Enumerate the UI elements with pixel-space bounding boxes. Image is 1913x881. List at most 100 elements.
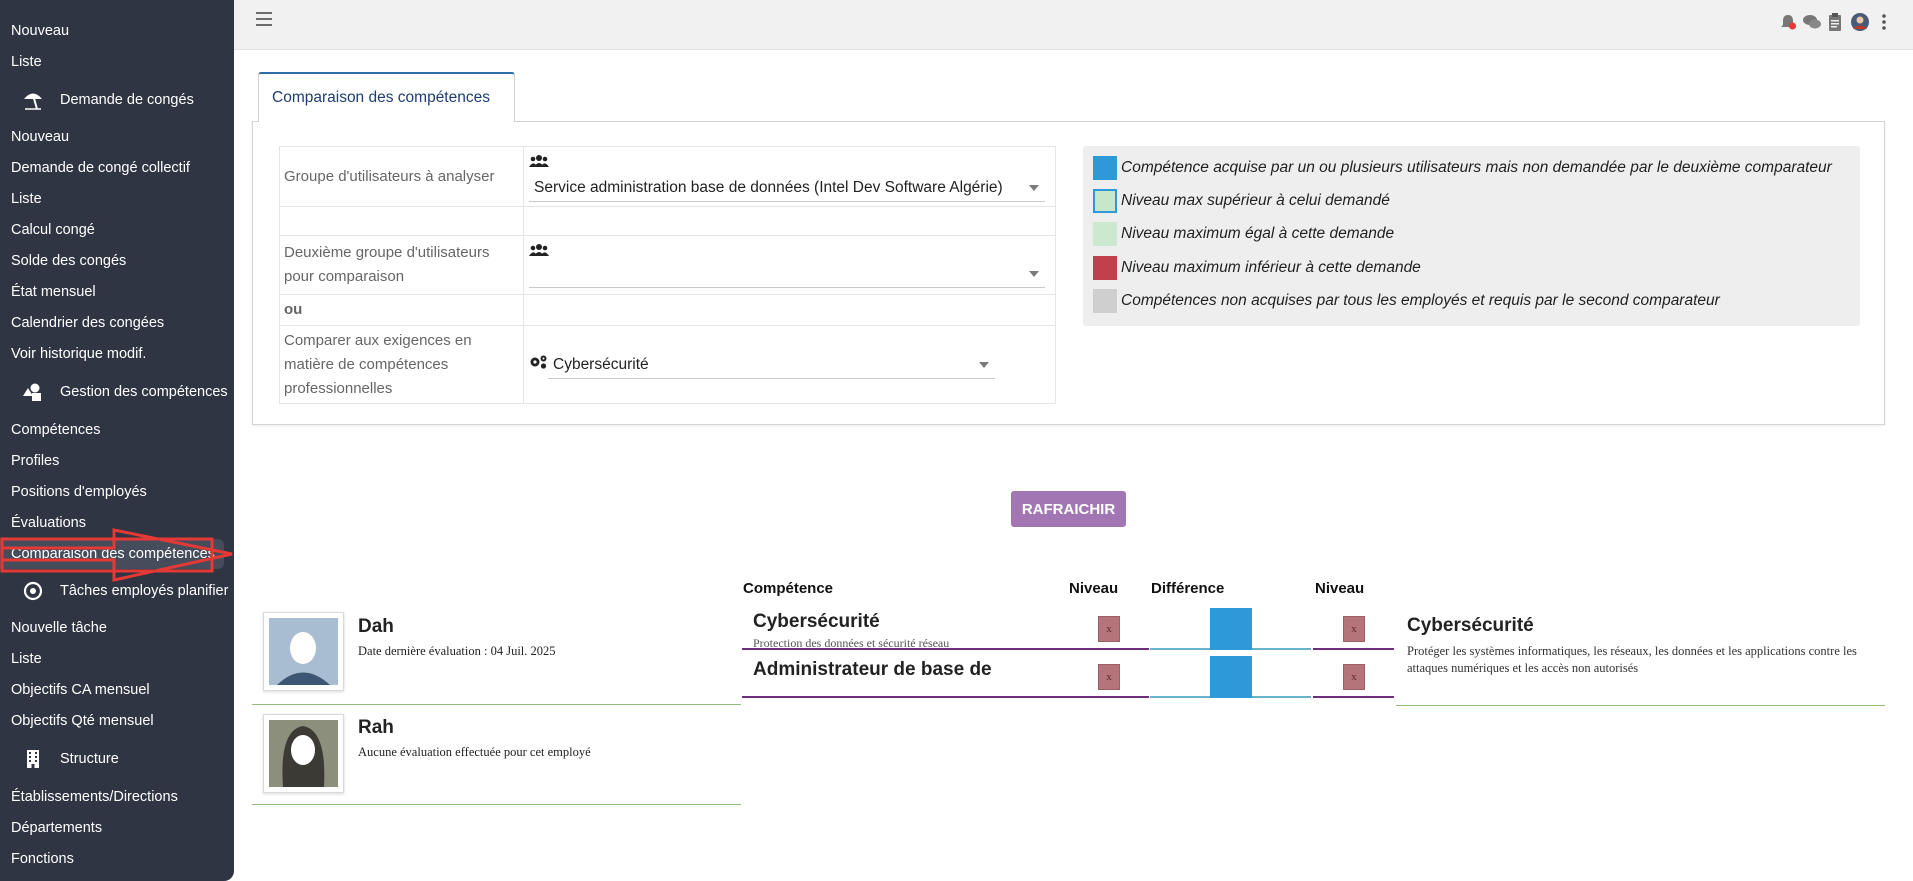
legend-item: Niveau maximum égal à cette demande (1093, 222, 1394, 246)
sidebar-item-new-task[interactable]: Nouvelle tâche (11, 620, 107, 636)
col-header-level-2: Niveau (1315, 580, 1365, 597)
second-group-select[interactable] (529, 260, 1045, 288)
chevron-down-icon (1029, 271, 1039, 277)
employee-photo (263, 714, 344, 793)
sidebar-item-history[interactable]: Voir historique modif. (11, 346, 147, 362)
target-icon (18, 580, 48, 602)
employee-card[interactable]: Dah Date dernière évaluation : 04 Juil. … (252, 604, 741, 705)
legend-text: Niveau max supérieur à celui demandé (1121, 192, 1390, 209)
sidebar-section-tasks[interactable]: Tâches employés planifier (18, 580, 228, 602)
col-header-difference: Différence (1151, 580, 1225, 597)
group-select-value: Service administration base de données (… (534, 178, 1003, 196)
competence-description: Protection des données et sécurité résea… (753, 636, 950, 650)
level-cell: x (1068, 656, 1149, 698)
legend-text: Niveau maximum égal à cette demande (1121, 225, 1395, 242)
sidebar-item-skills[interactable]: Compétences (11, 422, 101, 438)
competence-title: Cybersécurité (753, 611, 880, 632)
building-icon (18, 748, 48, 770)
legend-swatch-red (1093, 256, 1117, 280)
beach-umbrella-icon (18, 89, 48, 111)
required-competence: Cybersécurité Protéger les systèmes info… (1396, 606, 1885, 706)
or-label: ou (279, 294, 524, 326)
difference-cell (1150, 656, 1311, 698)
sidebar-section-leave[interactable]: Demande de congés (18, 89, 194, 111)
difference-indicator (1210, 656, 1252, 698)
user-avatar[interactable] (1850, 12, 1870, 32)
level-mark: x (1098, 616, 1120, 642)
sidebar-item-profiles[interactable]: Profiles (11, 453, 60, 469)
sidebar-section-label: Gestion des compétences (60, 384, 228, 400)
legend-text: Niveau maximum inférieur à cette demande (1121, 259, 1421, 276)
employee-card[interactable]: Rah Aucune évaluation effectuée pour cet… (252, 706, 741, 805)
sidebar-item-leave-balance[interactable]: Solde des congés (11, 253, 127, 269)
chat-icon[interactable] (1802, 12, 1822, 32)
compare-label: Comparer aux exigences en matière de com… (279, 325, 524, 404)
sidebar-item-liste[interactable]: Liste (11, 54, 42, 70)
compare-select-value: Cybersécurité (553, 355, 649, 373)
level-cell: x (1068, 608, 1149, 650)
required-competence-description: Protéger les systèmes informatiques, les… (1407, 644, 1857, 675)
sidebar-item-functions[interactable]: Fonctions (11, 851, 74, 867)
competence-row[interactable]: Cybersécurité Protection des données et … (742, 608, 1068, 650)
hamburger-menu-icon[interactable] (256, 12, 272, 28)
required-competence-title: Cybersécurité (1407, 615, 1534, 636)
more-options-icon[interactable] (1874, 12, 1894, 32)
employee-name: Dah (358, 616, 394, 637)
sidebar-item-evaluations[interactable]: Évaluations (11, 515, 86, 531)
chevron-down-icon (979, 362, 989, 368)
sidebar-item-task-list[interactable]: Liste (11, 651, 42, 667)
legend-text: Compétences non acquises par tous les em… (1121, 292, 1720, 309)
difference-cell (1150, 608, 1311, 650)
competence-row[interactable]: Administrateur de base de (742, 656, 1068, 698)
employee-subtitle: Aucune évaluation effectuée pour cet emp… (358, 745, 591, 759)
notification-bell-icon[interactable] (1778, 12, 1798, 32)
level2-mark: x (1343, 616, 1365, 642)
sidebar-item-leave-list[interactable]: Liste (11, 191, 42, 207)
level2-cell: x (1313, 608, 1394, 650)
sidebar-item-ca-objectives[interactable]: Objectifs CA mensuel (11, 682, 150, 698)
refresh-button[interactable]: RAFRAICHIR (1011, 491, 1126, 527)
sidebar-section-label: Tâches employés planifier (60, 583, 229, 599)
legend-item: Compétences non acquises par tous les em… (1093, 289, 1720, 313)
sidebar-section-label: Demande de congés (60, 92, 194, 108)
legend-text: Compétence acquise par un ou plusieurs u… (1121, 159, 1832, 176)
sidebar-item-positions[interactable]: Positions d'employés (11, 484, 147, 500)
top-bar (234, 0, 1913, 50)
employee-name: Rah (358, 717, 394, 738)
legend-swatch-light-green (1093, 222, 1117, 246)
sidebar-section-structure[interactable]: Structure (18, 748, 119, 770)
sidebar-section-skills[interactable]: Gestion des compétences (18, 381, 228, 403)
legend-swatch-blue (1093, 156, 1117, 180)
sidebar: Nouveau Liste Demande de congés Nouveau … (0, 0, 234, 881)
sidebar-section-label: Structure (60, 751, 119, 767)
competence-title: Administrateur de base de (753, 659, 992, 680)
legend-item: Niveau max supérieur à celui demandé (1093, 189, 1390, 213)
sidebar-item-skills-comparison[interactable]: Comparaison des compétences (11, 546, 215, 562)
users-group-icon (529, 243, 549, 261)
sidebar-item-collective-leave[interactable]: Demande de congé collectif (11, 160, 190, 176)
level-mark: x (1098, 664, 1120, 690)
sidebar-item-monthly-state[interactable]: État mensuel (11, 284, 96, 300)
sidebar-item-departments[interactable]: Départements (11, 820, 103, 836)
sidebar-item-leave-calendar[interactable]: Calendrier des congées (11, 315, 165, 331)
sidebar-item-nouveau[interactable]: Nouveau (11, 23, 70, 39)
tab-skills-comparison[interactable]: Comparaison des compétences (258, 72, 515, 122)
group-select[interactable]: Service administration base de données (… (529, 174, 1045, 202)
sidebar-item-qty-objectives[interactable]: Objectifs Qté mensuel (11, 713, 154, 729)
shapes-icon (18, 381, 48, 403)
legend-item: Compétence acquise par un ou plusieurs u… (1093, 156, 1832, 180)
difference-indicator (1210, 608, 1252, 650)
sidebar-item-leave-calc[interactable]: Calcul congé (11, 222, 95, 238)
employee-subtitle: Date dernière évaluation : 04 Juil. 2025 (358, 644, 556, 658)
group-label: Groupe d'utilisateurs à analyser (279, 146, 524, 207)
sidebar-item-establishments[interactable]: Établissements/Directions (11, 789, 178, 805)
col-header-level: Niveau (1069, 580, 1119, 597)
gears-icon (529, 354, 549, 374)
legend: Compétence acquise par un ou plusieurs u… (1083, 146, 1860, 326)
clipboard-icon[interactable] (1825, 12, 1845, 32)
compare-select[interactable]: Cybersécurité (548, 351, 995, 379)
legend-swatch-grey (1093, 289, 1117, 313)
sidebar-item-leave-new[interactable]: Nouveau (11, 129, 70, 145)
users-group-icon (529, 154, 549, 172)
col-header-competence: Compétence (743, 580, 834, 597)
